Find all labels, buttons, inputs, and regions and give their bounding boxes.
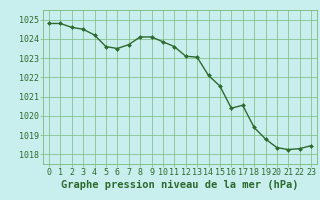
X-axis label: Graphe pression niveau de la mer (hPa): Graphe pression niveau de la mer (hPa) (61, 180, 299, 190)
